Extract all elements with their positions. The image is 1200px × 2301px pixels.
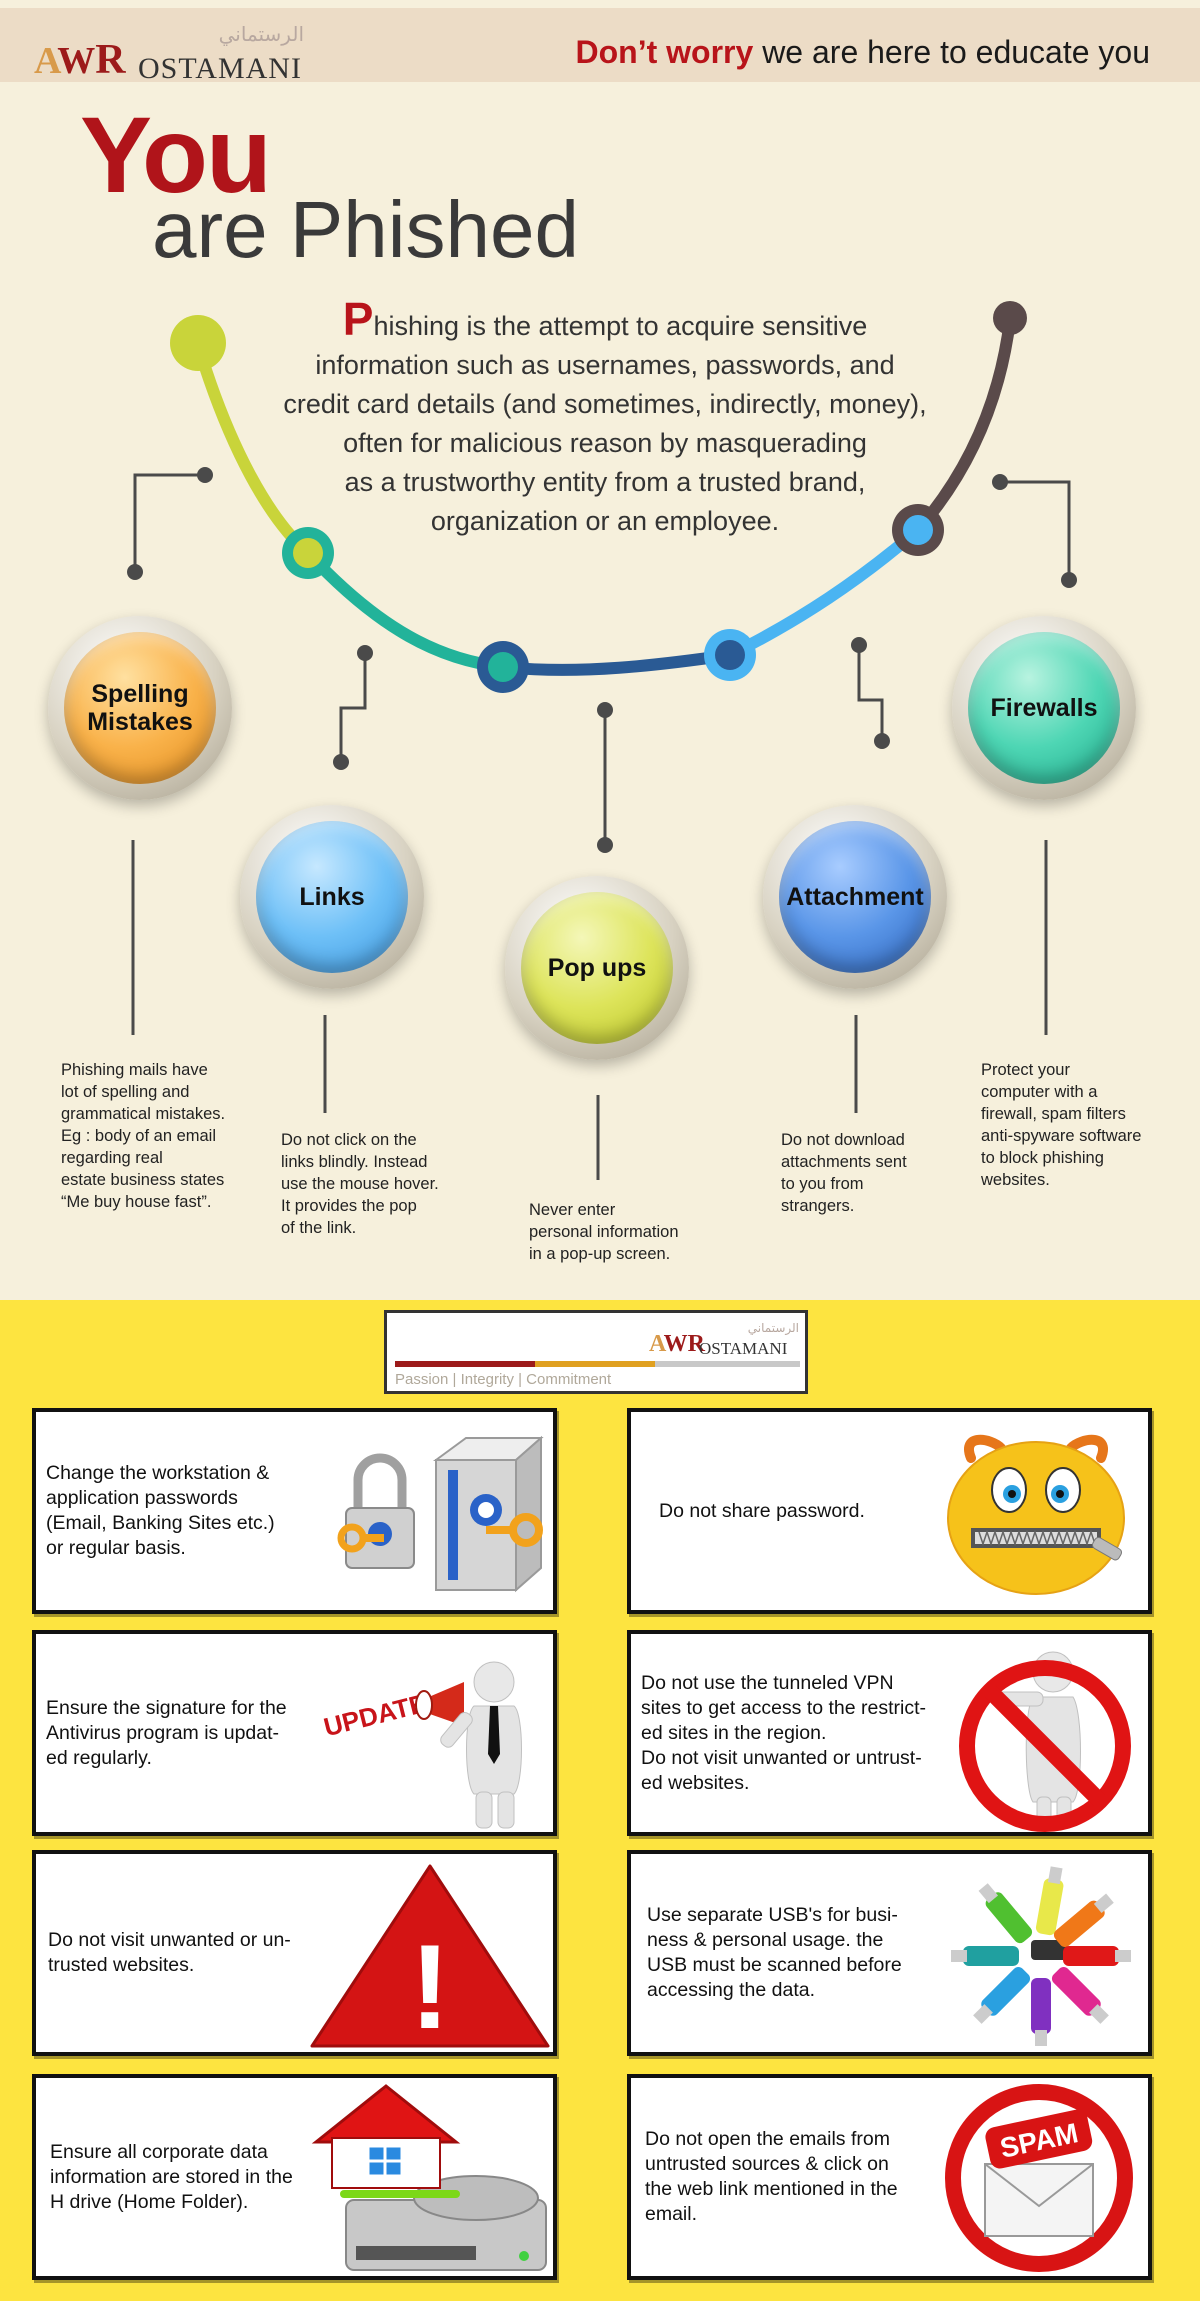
spam-email-icon: SPAM	[945, 2084, 1133, 2272]
brand-values: Passion | Integrity | Commitment	[395, 1371, 612, 1388]
bubble-attachment: Attachment	[763, 805, 947, 989]
home-hard-drive-icon	[311, 2084, 547, 2271]
brand-card-logo: الرستماني AWR OSTAMANI	[649, 1321, 799, 1358]
brand-values-card: الرستماني AWR OSTAMANI Passion | Integri…	[384, 1310, 808, 1394]
phishing-definition: Phishing is the attempt to acquire sensi…	[283, 293, 927, 536]
tip-separate-usb: Use separate USB's for busi-ness & perso…	[627, 1850, 1152, 2056]
title-you: You	[80, 94, 272, 215]
bubble-firewalls: Firewalls	[952, 616, 1136, 800]
bubble-pop-ups: Pop ups	[505, 876, 689, 1060]
curve-end-lime	[170, 315, 226, 371]
tip-vpn-sites: Do not use the tunneled VPN sites to get …	[627, 1630, 1152, 1836]
tip-change-passwords: Change the workstation & application pass…	[32, 1408, 557, 1614]
bubble-links: Links	[240, 805, 424, 989]
title-are-phished: are Phished	[152, 185, 579, 274]
tip-unwanted-websites: Do not visit unwanted or un-trusted webs…	[32, 1850, 557, 2056]
bubble-spelling-mistakes: Spelling Mistakes	[48, 616, 232, 800]
desc-attachment: Do not download attachments sent to you fr…	[781, 1131, 907, 1215]
logo-name: OSTAMANI	[138, 52, 302, 85]
desc-firewalls: Protect your computer with a firewall, spa…	[981, 1061, 1142, 1189]
tagline: Don’t worry we are here to educate you	[576, 34, 1150, 71]
warning-triangle-icon: !	[310, 1864, 550, 2052]
tip-spam-emails: Do not open the emails from untrusted sou…	[627, 2074, 1152, 2280]
company-logo: الرستماني AWR OSTAMANI	[34, 22, 304, 85]
logo-mark: AWR	[34, 37, 126, 83]
tagline-rest: we are here to educate you	[753, 34, 1150, 70]
svg-text:UPDATE: UPDATE	[321, 1688, 430, 1743]
usb-drives-icon	[951, 1866, 1131, 2046]
prohibited-sign-icon	[959, 1651, 1131, 1832]
desc-spelling-mistakes: Phishing mails have lot of spelling and gr…	[61, 1061, 226, 1211]
curve-end-brown	[993, 301, 1027, 335]
tip-do-not-share-password: Do not share password.	[627, 1408, 1152, 1614]
desc-pop-ups: Never enter personal information in a pop-…	[529, 1201, 679, 1263]
logo-arabic-text: الرستماني	[218, 22, 304, 46]
padlock-key-icon	[337, 1435, 544, 1593]
tagline-emphasis: Don’t worry	[575, 34, 754, 70]
desc-links: Do not click on the links blindly. Instea…	[281, 1131, 439, 1237]
header-bar: الرستماني AWR OSTAMANI Don’t worry we ar…	[0, 8, 1200, 85]
megaphone-update-icon: UPDATE	[321, 1661, 522, 1829]
zipped-mouth-smiley-icon	[947, 1434, 1125, 1595]
curve-connector-diagram	[127, 301, 1077, 1180]
tip-antivirus-update: Ensure the signature for the Antivirus pr…	[32, 1630, 557, 1836]
svg-text:!: !	[410, 1920, 450, 2052]
tip-home-drive: Ensure all corporate data information are…	[32, 2074, 557, 2280]
